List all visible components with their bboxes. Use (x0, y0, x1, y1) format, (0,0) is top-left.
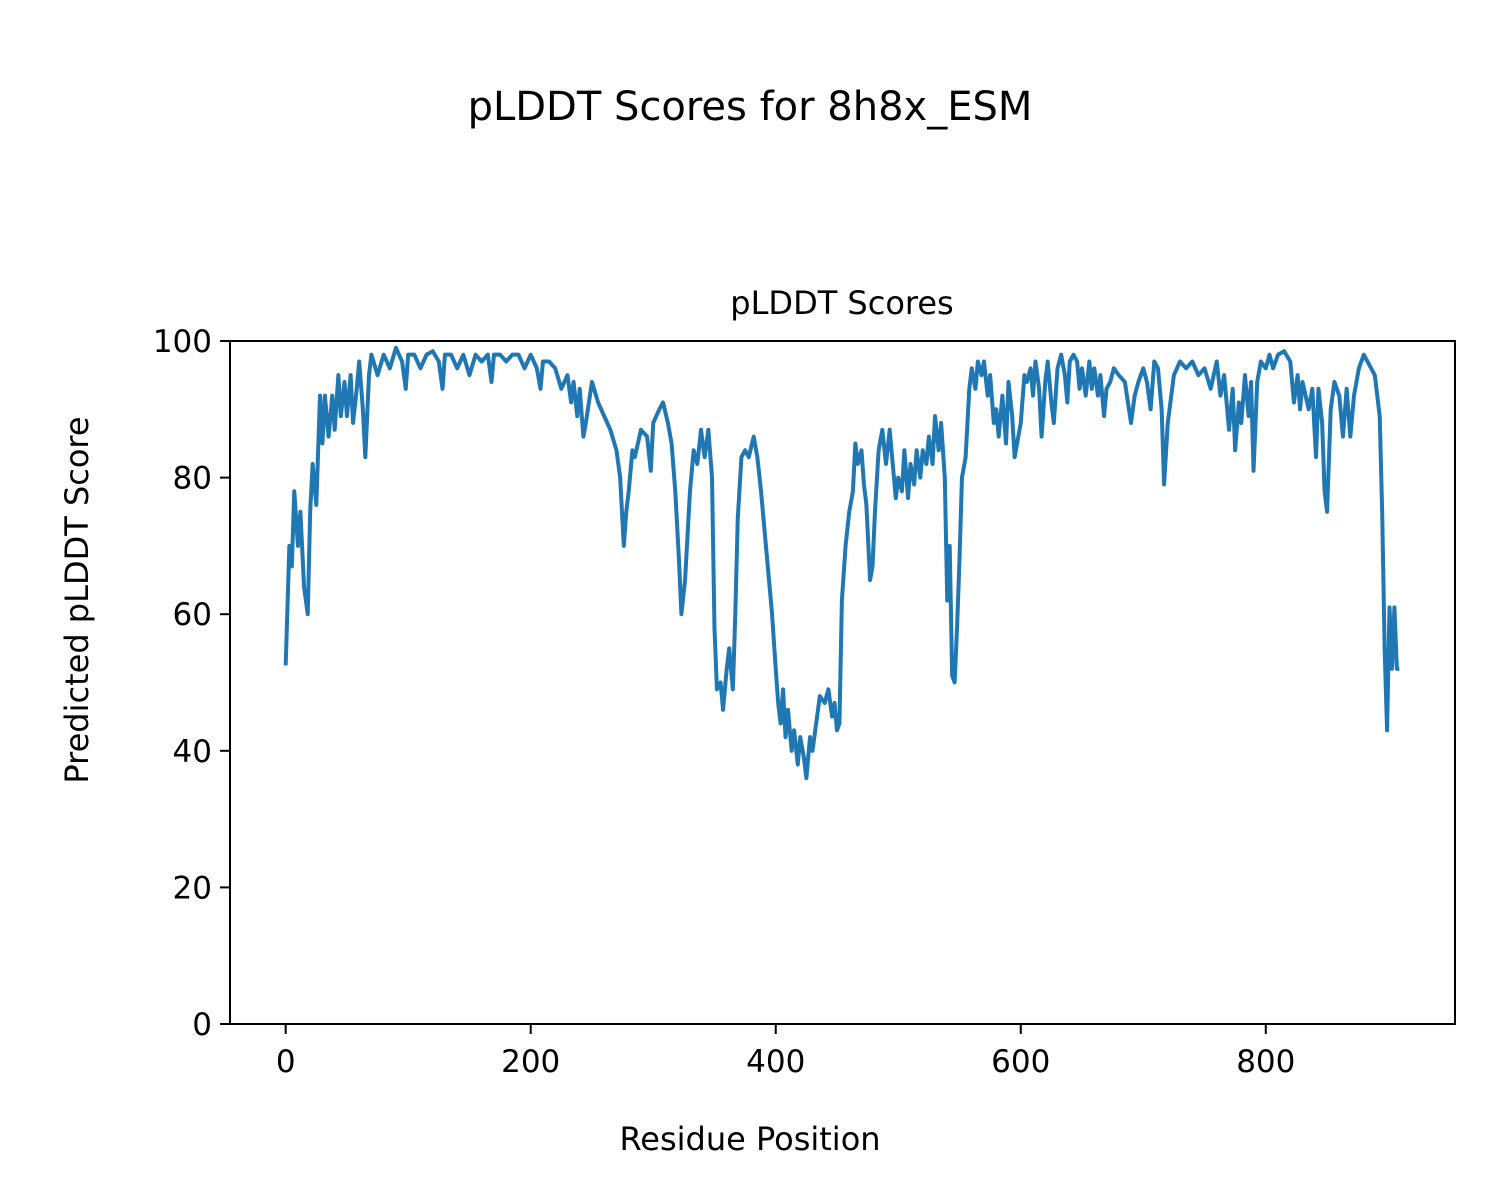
plot-frame (229, 340, 1456, 1025)
y-axis-label: Predicted pLDDT Score (58, 416, 96, 783)
x-tick-label: 600 (991, 1044, 1050, 1080)
y-tick-label: 100 (153, 324, 212, 360)
y-tick-label: 0 (192, 1007, 212, 1043)
x-tick-label: 400 (746, 1044, 805, 1080)
x-tick-label: 0 (276, 1044, 296, 1080)
data-line (283, 345, 1400, 781)
y-tick-label: 60 (173, 597, 212, 633)
x-tick-label: 800 (1236, 1044, 1295, 1080)
y-tick-label: 40 (173, 734, 212, 770)
y-tick-label: 80 (173, 461, 212, 497)
x-tick-label: 200 (501, 1044, 560, 1080)
chart-suptitle: pLDDT Scores for 8h8x_ESM (468, 84, 1033, 130)
y-tick-label: 20 (173, 870, 212, 906)
chart-title: pLDDT Scores (730, 284, 953, 322)
x-axis-label: Residue Position (619, 1120, 880, 1158)
